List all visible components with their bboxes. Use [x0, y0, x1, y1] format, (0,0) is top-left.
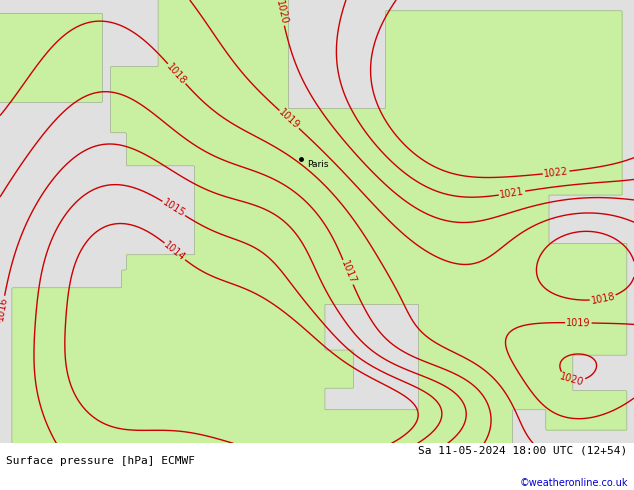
Text: 1022: 1022 — [543, 166, 569, 179]
Text: 1016: 1016 — [0, 296, 10, 322]
Text: Surface pressure [hPa] ECMWF: Surface pressure [hPa] ECMWF — [6, 457, 195, 466]
Text: 1021: 1021 — [499, 186, 525, 200]
Text: 1020: 1020 — [274, 0, 289, 26]
Text: 1019: 1019 — [277, 107, 302, 131]
Text: 1020: 1020 — [559, 371, 585, 388]
Text: 1015: 1015 — [160, 197, 187, 219]
Text: 1019: 1019 — [566, 318, 591, 328]
Text: Paris: Paris — [307, 160, 329, 170]
Text: 1018: 1018 — [590, 291, 616, 306]
Text: 1017: 1017 — [339, 259, 358, 286]
Text: 1014: 1014 — [162, 240, 188, 263]
Text: Sa 11-05-2024 18:00 UTC (12+54): Sa 11-05-2024 18:00 UTC (12+54) — [418, 446, 628, 456]
Text: 1018: 1018 — [165, 61, 188, 86]
Text: ©weatheronline.co.uk: ©weatheronline.co.uk — [519, 478, 628, 488]
